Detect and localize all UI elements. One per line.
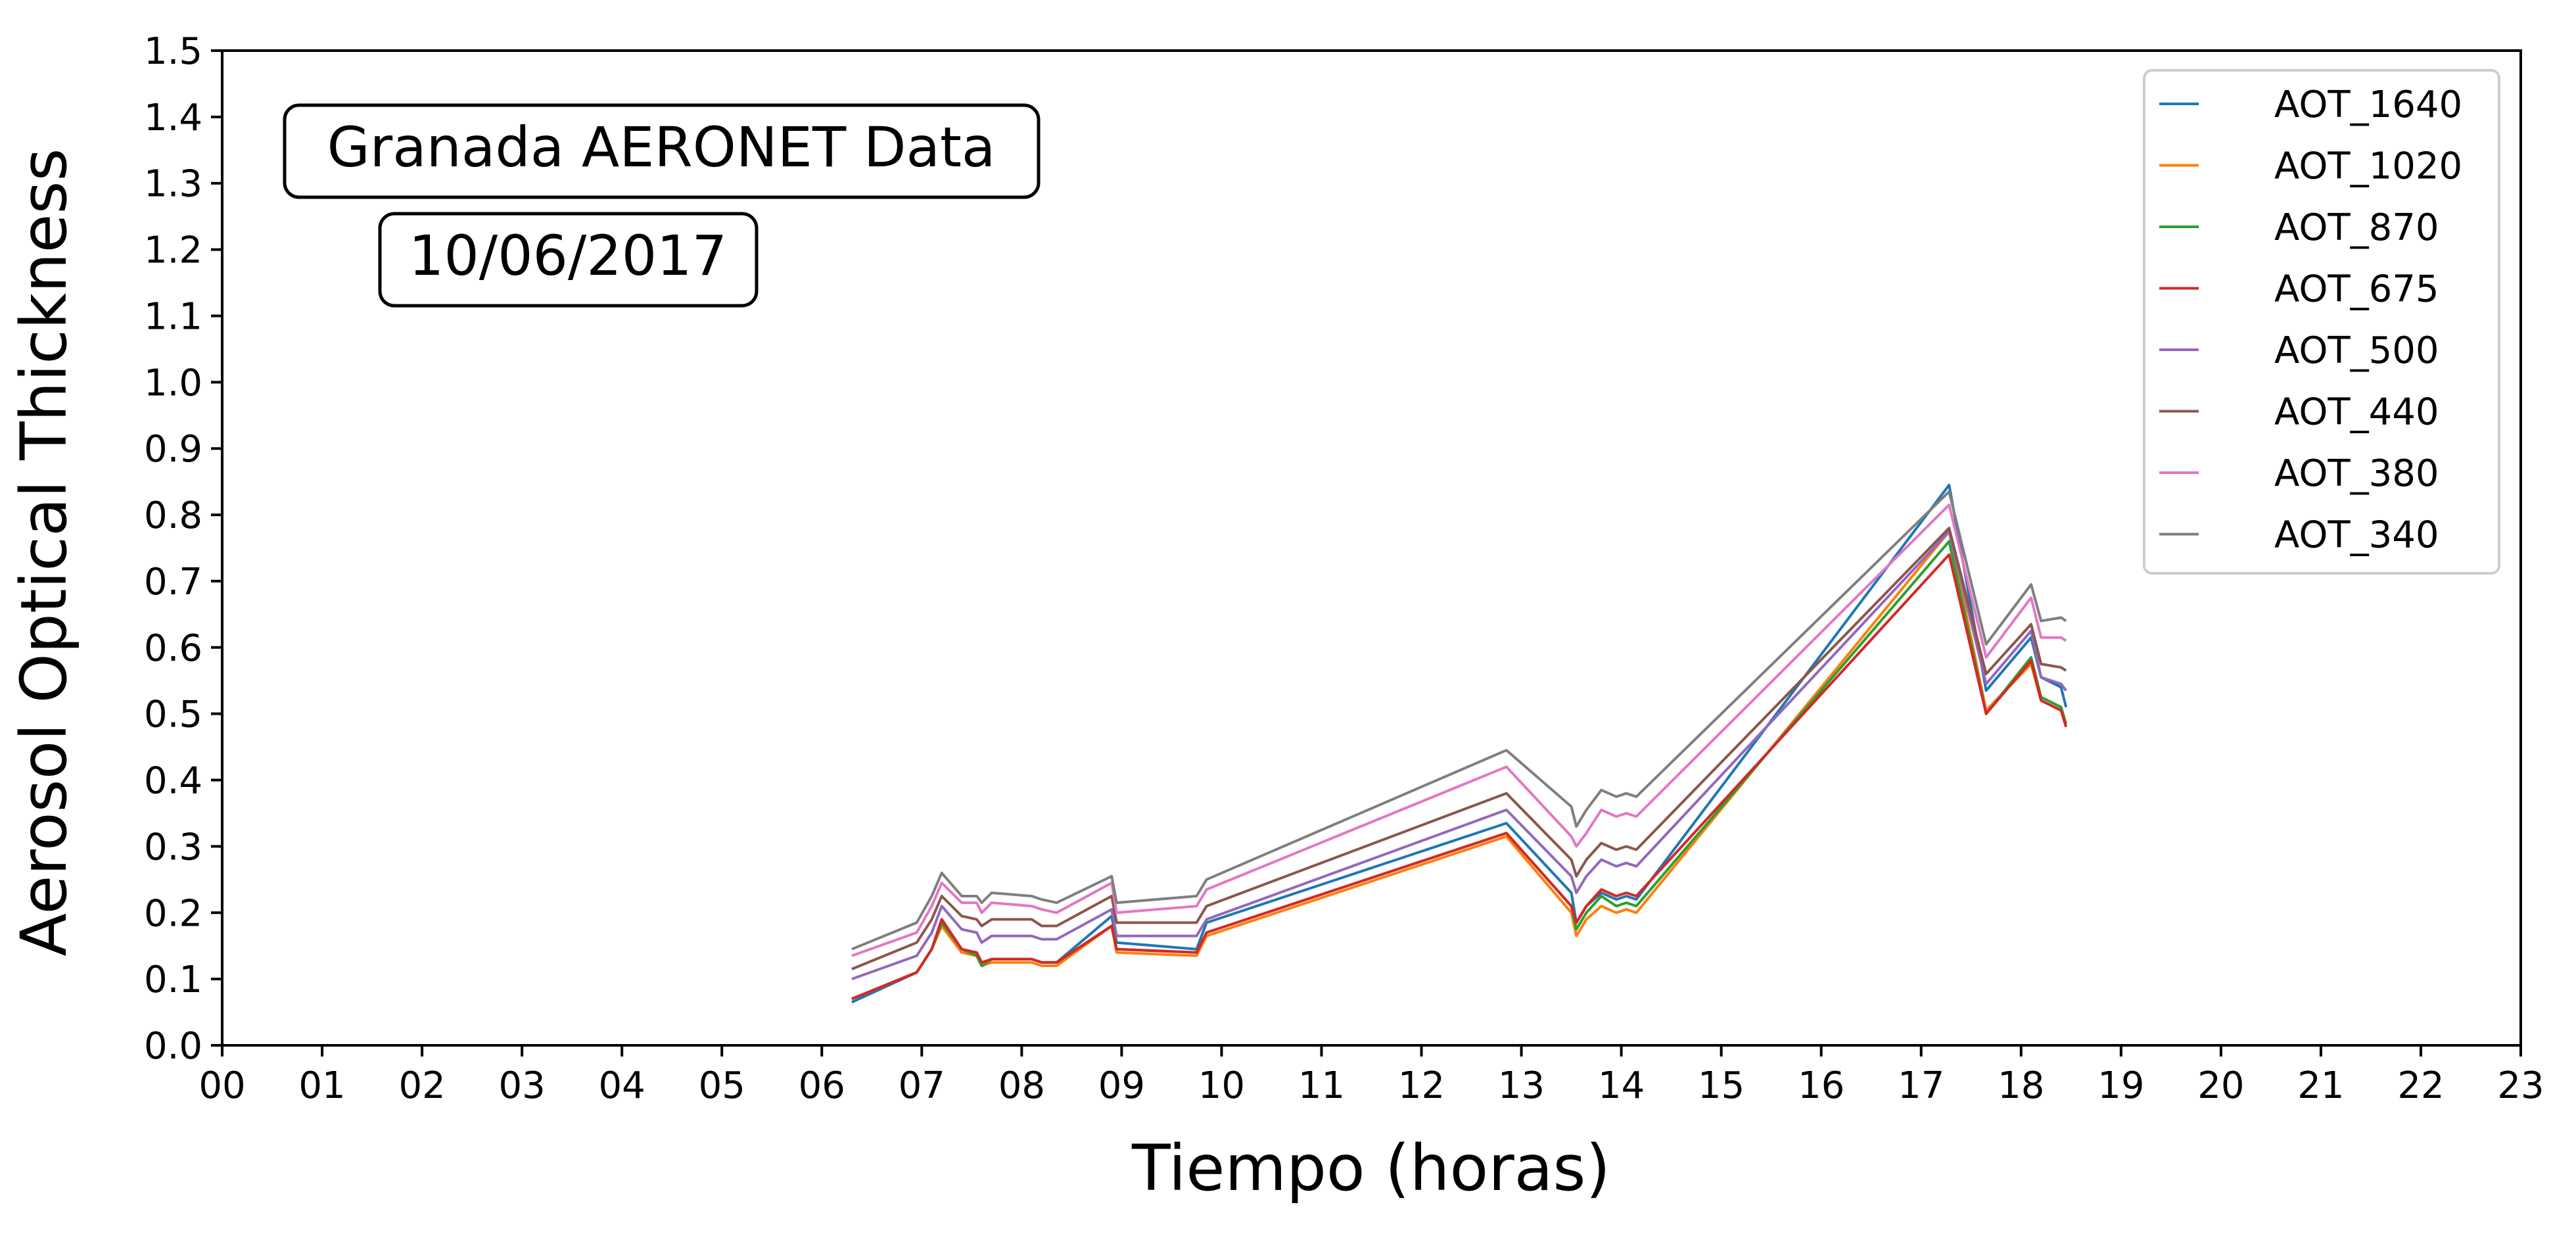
- x-tick-label: 07: [899, 1064, 945, 1107]
- x-tick-label: 23: [2497, 1064, 2544, 1107]
- legend-frame: [2143, 69, 2500, 575]
- y-tick-label: 0.4: [144, 760, 202, 803]
- x-tick-label: 06: [799, 1064, 845, 1107]
- y-tick-label: 0.7: [144, 561, 202, 604]
- series-line-aot-675: [851, 553, 2068, 1001]
- x-tick-label: 10: [1198, 1064, 1245, 1107]
- x-tick-label: 22: [2397, 1064, 2444, 1107]
- x-tick-label: 20: [2197, 1064, 2244, 1107]
- legend-label-aot-440: AOT_440: [2274, 391, 2439, 434]
- legend-label-aot-380: AOT_380: [2274, 452, 2439, 495]
- y-tick-label: 1.5: [144, 30, 202, 73]
- y-tick-label: 1.1: [144, 295, 202, 338]
- y-tick-label: 1.2: [144, 229, 202, 272]
- series-line-aot-340: [851, 490, 2067, 951]
- y-axis-title: Aerosol Optical Thickness: [7, 148, 81, 956]
- axes-frame: [221, 49, 2522, 1047]
- x-tick-label: 21: [2297, 1064, 2344, 1107]
- series-line-aot-500: [851, 530, 2067, 980]
- y-tick-label: 0.6: [144, 627, 202, 670]
- annotation-date-box: 10/06/2017: [378, 212, 759, 308]
- x-axis-title: Tiempo (horas): [1131, 1131, 1610, 1205]
- legend-label-aot-340: AOT_340: [2274, 514, 2439, 557]
- x-tick-label: 14: [1598, 1064, 1645, 1107]
- x-tick-label: 05: [699, 1064, 745, 1107]
- y-tick-label: 0.5: [144, 694, 202, 736]
- legend-label-aot-500: AOT_500: [2274, 329, 2439, 372]
- x-tick-label: 02: [398, 1064, 445, 1107]
- x-tick-label: 12: [1398, 1064, 1445, 1107]
- series-layer: [851, 483, 2068, 1004]
- x-tick-label: 15: [1698, 1064, 1745, 1107]
- x-tick-label: 17: [1898, 1064, 1944, 1107]
- y-tick-label: 0.8: [144, 494, 202, 537]
- y-tick-label: 1.0: [144, 362, 202, 404]
- y-tick-label: 0.2: [144, 892, 202, 935]
- x-tick-label: 16: [1798, 1064, 1844, 1107]
- series-line-aot-440: [851, 527, 2067, 970]
- legend-label-aot-675: AOT_675: [2274, 268, 2439, 311]
- x-tick-label: 08: [998, 1064, 1045, 1107]
- x-tick-label: 03: [498, 1064, 545, 1107]
- annotation-title: Granada AERONET Data: [327, 115, 996, 179]
- x-tick-label: 18: [1998, 1064, 2044, 1107]
- y-tick-label: 1.3: [144, 163, 202, 206]
- y-tick-label: 0.0: [144, 1025, 202, 1068]
- series-line-aot-380: [851, 503, 2067, 957]
- legend: AOT_1640 AOT_1020 AOT_870 AOT_675 AOT_500 AOT…: [2143, 69, 2500, 575]
- y-tick-label: 1.4: [144, 97, 202, 139]
- y-tick-label: 0.1: [144, 959, 202, 1001]
- x-tick-label: 13: [1498, 1064, 1545, 1107]
- y-tick-label: 0.9: [144, 428, 202, 471]
- x-tick-label: 11: [1298, 1064, 1345, 1107]
- x-tick-label: 04: [599, 1064, 645, 1107]
- legend-label-aot-1020: AOT_1020: [2274, 145, 2462, 188]
- annotation-date: 10/06/2017: [409, 224, 727, 288]
- annotation-title-box: Granada AERONET Data: [283, 103, 1041, 199]
- x-tick-label: 19: [2097, 1064, 2144, 1107]
- x-tick-label: 01: [298, 1064, 345, 1107]
- axes-layer: 00 01 02 03 04 05 06 07 08 09 10 11 12 13 14 15 16 17 18 19…: [144, 30, 2544, 1107]
- x-tick-label: 00: [199, 1064, 245, 1107]
- x-tick-label: 09: [1098, 1064, 1145, 1107]
- legend-label-aot-870: AOT_870: [2274, 206, 2439, 249]
- y-tick-label: 0.3: [144, 826, 202, 868]
- legend-label-aot-1640: AOT_1640: [2274, 83, 2462, 126]
